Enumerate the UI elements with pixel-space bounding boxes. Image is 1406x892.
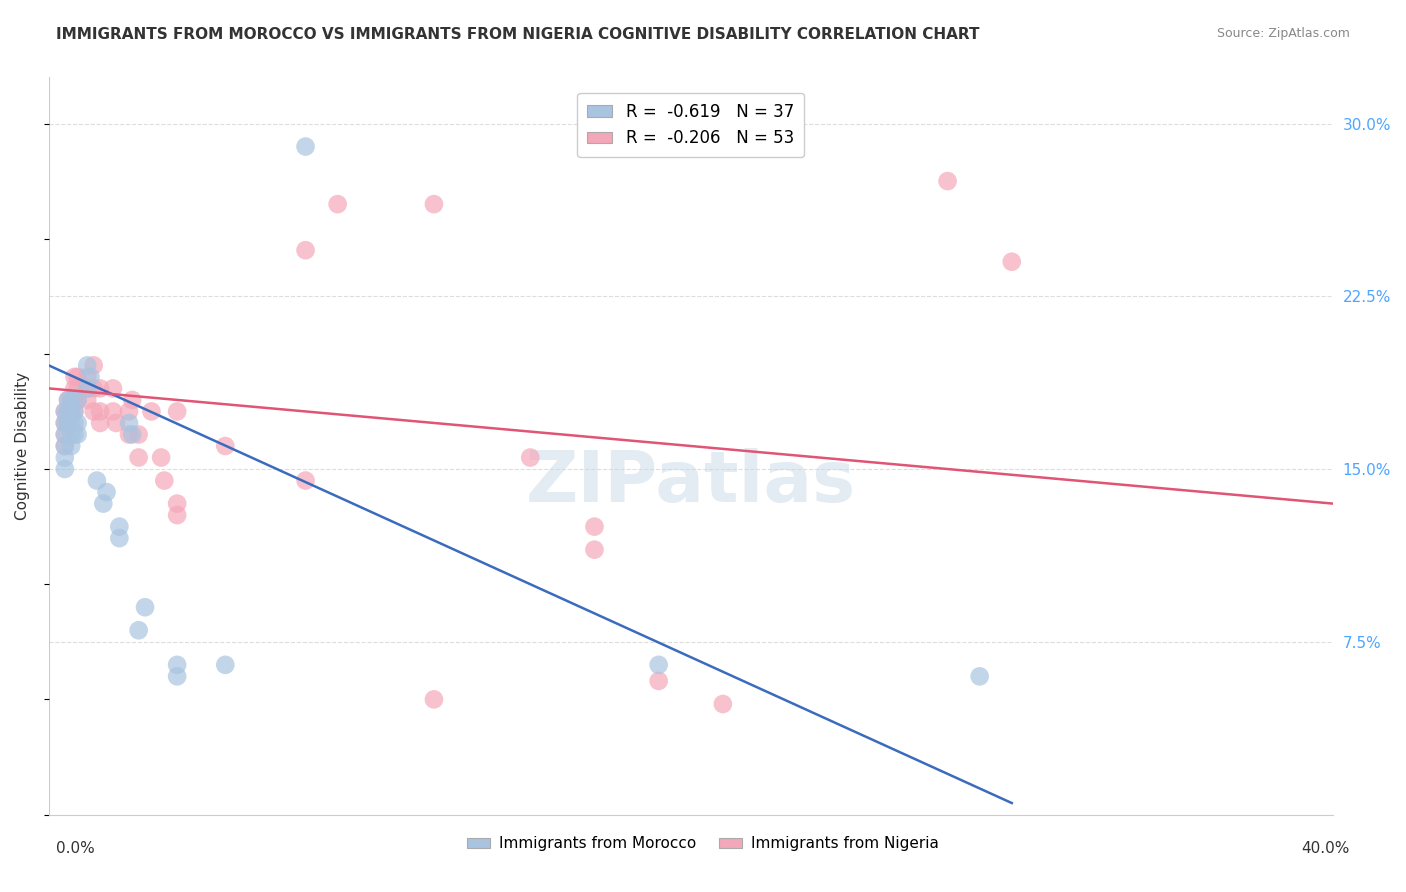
Point [1001,254,1024,268]
Point [294,139,316,153]
Point [56,392,79,407]
Text: 40.0%: 40.0% [1302,841,1350,856]
Point [519,450,541,465]
Point [214,657,236,672]
Point [53,404,76,418]
Point [294,474,316,488]
Text: Source: ZipAtlas.com: Source: ZipAtlas.com [1216,27,1350,40]
Point [60,392,83,407]
Point [53,439,76,453]
Point [153,474,176,488]
Point [108,531,131,545]
Point [53,450,76,465]
Point [53,416,76,430]
Point [76,381,98,395]
Point [76,370,98,384]
Point [63,416,86,430]
Point [56,404,79,418]
Text: IMMIGRANTS FROM MOROCCO VS IMMIGRANTS FROM NIGERIA COGNITIVE DISABILITY CORRELAT: IMMIGRANTS FROM MOROCCO VS IMMIGRANTS FR… [56,27,980,42]
Point [66,392,89,407]
Point [83,359,105,373]
Point [60,439,83,453]
Point [423,197,446,211]
Point [66,392,89,407]
Point [936,174,959,188]
Point [118,416,141,430]
Point [53,427,76,442]
Point [166,669,188,683]
Point [423,692,446,706]
Point [326,197,349,211]
Point [63,404,86,418]
Point [91,497,114,511]
Point [166,497,188,511]
Point [63,370,86,384]
Point [60,416,83,430]
Point [101,381,124,395]
Point [66,370,89,384]
Point [63,404,86,418]
Point [63,427,86,442]
Point [53,404,76,418]
Point [214,439,236,453]
Point [583,519,606,533]
Point [108,519,131,533]
Point [89,404,111,418]
Point [66,416,89,430]
Point [66,381,89,395]
Y-axis label: Cognitive Disability: Cognitive Disability [15,372,30,520]
Point [294,243,316,257]
Point [66,427,89,442]
Point [76,392,98,407]
Point [60,392,83,407]
Point [83,381,105,395]
Point [166,404,188,418]
Point [134,600,156,615]
Point [89,416,111,430]
Point [647,657,669,672]
Point [105,416,128,430]
Point [118,404,141,418]
Point [86,474,108,488]
Point [647,673,669,688]
Point [969,669,991,683]
Point [60,427,83,442]
Legend: Immigrants from Morocco, Immigrants from Nigeria: Immigrants from Morocco, Immigrants from… [461,830,945,857]
Point [53,427,76,442]
Point [53,416,76,430]
Text: 0.0%: 0.0% [56,841,96,856]
Point [118,427,141,442]
Point [96,485,118,500]
Point [53,439,76,453]
Point [89,381,111,395]
Point [166,508,188,522]
Point [53,462,76,476]
Point [56,416,79,430]
Point [101,404,124,418]
Point [83,404,105,418]
Point [79,370,101,384]
Legend: R =  -0.619   N = 37, R =  -0.206   N = 53: R = -0.619 N = 37, R = -0.206 N = 53 [578,93,804,158]
Point [121,427,143,442]
Point [583,542,606,557]
Point [60,404,83,418]
Text: ZIPatlas: ZIPatlas [526,449,856,517]
Point [56,416,79,430]
Point [128,624,150,638]
Point [150,450,173,465]
Point [128,450,150,465]
Point [128,427,150,442]
Point [63,381,86,395]
Point [63,392,86,407]
Point [141,404,163,418]
Point [60,404,83,418]
Point [166,657,188,672]
Point [121,392,143,407]
Point [76,381,98,395]
Point [711,697,734,711]
Point [76,359,98,373]
Point [56,392,79,407]
Point [56,404,79,418]
